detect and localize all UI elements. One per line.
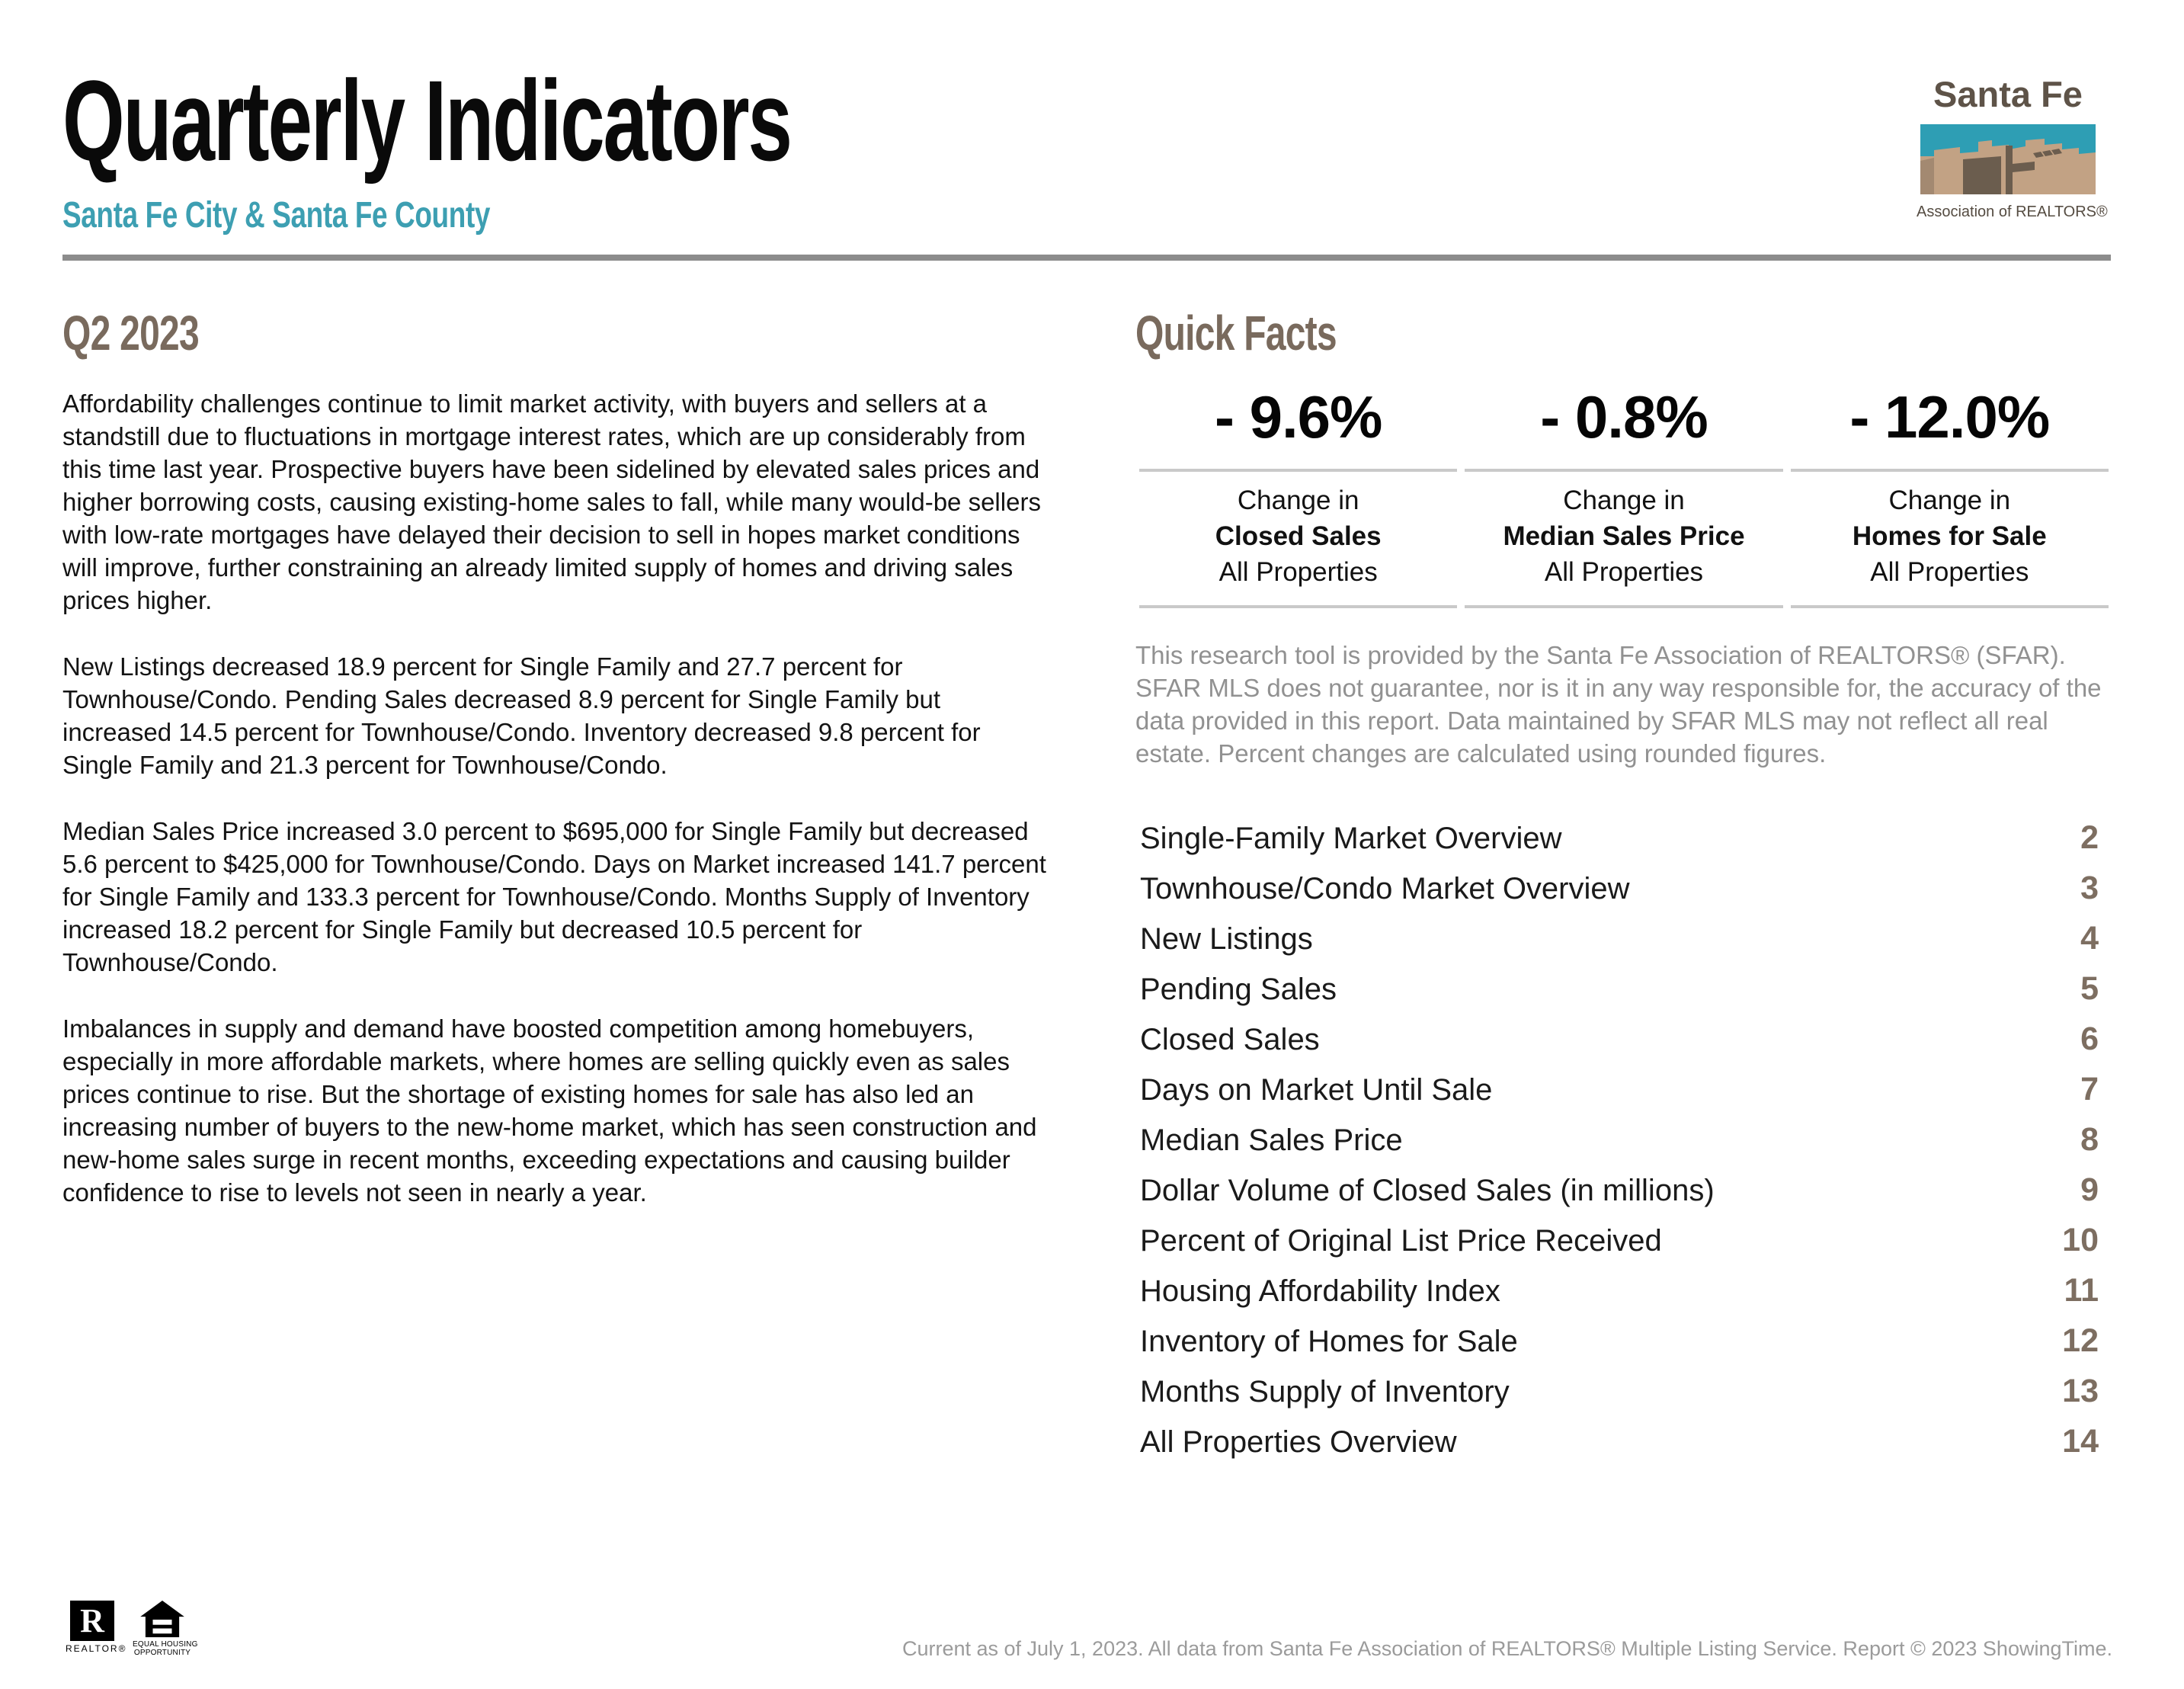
quick-fact-metric: Closed Sales [1215,521,1382,551]
quick-fact-change-label: Change in [1237,486,1359,515]
toc-item: Closed Sales 6 [1135,1014,2112,1064]
adobe-skyline-icon [1920,124,2096,194]
report-paragraph: Median Sales Price increased 3.0 percent… [62,817,1046,976]
quick-fact-change-label: Change in [1888,486,2011,515]
quick-fact-change-label: Change in [1563,486,1685,515]
realtor-logo: R REALTOR® [66,1601,127,1654]
toc-item: All Properties Overview 14 [1135,1416,2112,1466]
toc-item: Single-Family Market Overview 2 [1135,812,2112,863]
toc-item-page: 11 [2064,1272,2099,1309]
toc-item-label: Days on Market Until Sale [1140,1073,1493,1107]
quick-fact-scope: All Properties [1544,557,1704,587]
footer-note: Current as of July 1, 2023. All data fro… [901,1637,2112,1660]
toc-item-label: Housing Affordability Index [1140,1274,1500,1308]
quick-fact-labels: Change in Median Sales Price All Propert… [1465,469,1783,608]
equal-housing-house-icon [140,1601,184,1638]
toc-item-label: New Listings [1140,922,1313,956]
quick-fact-median-sales-price: - 0.8% Change in Median Sales Price All … [1465,383,1783,608]
toc-item: Housing Affordability Index 11 [1135,1265,2112,1316]
santa-fe-association-logo: Santa Fe Association of REALTORS® [1917,73,2108,221]
toc-item: Pending Sales 5 [1135,963,2112,1014]
toc-item-page: 6 [2080,1021,2099,1057]
toc-item-label: Inventory of Homes for Sale [1140,1325,1518,1358]
santa-fe-logo-wordmark: Santa Fe [1933,74,2083,114]
toc-item: Townhouse/Condo Market Overview 3 [1135,863,2112,913]
equal-housing-logo-label: EQUAL HOUSING OPPORTUNITY [133,1640,198,1657]
toc-item-page: 4 [2080,920,2099,957]
quick-fact-value: - 9.6% [1214,383,1382,450]
toc-item-label: Months Supply of Inventory [1140,1375,1510,1409]
santa-fe-logo-caption: Association of REALTORS® [1917,204,2108,220]
quarter-heading: Q2 2023 [62,306,200,361]
narrative-body: Affordability challenges continue to lim… [62,387,1053,1209]
toc-item-page: 14 [2062,1423,2099,1460]
toc-item-label: All Properties Overview [1140,1425,1457,1459]
toc-item-label: Closed Sales [1140,1023,1320,1056]
toc-item: Days on Market Until Sale 7 [1135,1064,2112,1114]
toc-item-page: 7 [2080,1071,2099,1107]
toc-item-page: 10 [2062,1222,2099,1258]
toc-item: Months Supply of Inventory 13 [1135,1366,2112,1416]
toc-item-page: 12 [2062,1322,2099,1359]
toc-item-label: Townhouse/Condo Market Overview [1140,872,1630,905]
toc-item: Percent of Original List Price Received … [1135,1215,2112,1265]
report-paragraph: Affordability challenges continue to lim… [62,389,1041,614]
toc-item-label: Dollar Volume of Closed Sales (in millio… [1140,1174,1715,1207]
table-of-contents: Single-Family Market Overview 2 Townhous… [1135,812,2112,1466]
report-paragraph: Imbalances in supply and demand have boo… [62,1014,1037,1207]
toc-item: Median Sales Price 8 [1135,1114,2112,1165]
quick-fact-value: - 0.8% [1540,383,1708,450]
narrative-section: Q2 2023 Affordability challenges continu… [62,305,1053,1242]
realtor-logo-label: REALTOR® [66,1643,127,1654]
equal-housing-logo: EQUAL HOUSING OPPORTUNITY [133,1601,198,1657]
page-title: Quarterly Indicators [62,56,793,184]
toc-item-page: 8 [2080,1121,2099,1158]
toc-item-page: 13 [2062,1373,2099,1409]
toc-item: New Listings 4 [1135,913,2112,963]
toc-item-label: Percent of Original List Price Received [1140,1224,1662,1258]
toc-item: Inventory of Homes for Sale 12 [1135,1316,2112,1366]
toc-item-page: 2 [2080,819,2099,856]
toc-item-label: Single-Family Market Overview [1140,822,1562,855]
disclaimer-text: This research tool is provided by the Sa… [1135,641,2102,768]
quick-fact-scope: All Properties [1870,557,2029,587]
toc-item-label: Median Sales Price [1140,1123,1403,1157]
report-paragraph: New Listings decreased 18.9 percent for … [62,652,981,779]
quick-fact-closed-sales: - 9.6% Change in Closed Sales All Proper… [1139,383,1458,608]
quick-fact-metric: Homes for Sale [1852,521,2047,551]
quick-fact-labels: Change in Homes for Sale All Properties [1790,469,2109,608]
toc-item-page: 3 [2080,870,2099,906]
quick-fact-value: - 12.0% [1849,383,2050,450]
footer-logos: R REALTOR® EQUAL HOUSING OPPORTUNITY [66,1601,198,1657]
toc-item: Dollar Volume of Closed Sales (in millio… [1135,1165,2112,1215]
realtor-r-icon: R [70,1601,114,1641]
toc-item-page: 5 [2080,970,2099,1007]
quick-fact-labels: Change in Closed Sales All Properties [1139,469,1458,608]
quick-facts-section: Quick Facts - 9.6% Change in Closed Sale… [1135,305,2112,1466]
quick-facts-row: - 9.6% Change in Closed Sales All Proper… [1135,383,2112,608]
toc-item-page: 9 [2080,1171,2099,1208]
toc-item-label: Pending Sales [1140,973,1337,1006]
quick-facts-heading: Quick Facts [1135,306,1337,361]
page-subtitle: Santa Fe City & Santa Fe County [62,195,491,236]
quick-fact-scope: All Properties [1218,557,1378,587]
quick-fact-homes-for-sale: - 12.0% Change in Homes for Sale All Pro… [1790,383,2109,608]
header-divider [62,255,2111,261]
quick-fact-metric: Median Sales Price [1503,521,1745,551]
